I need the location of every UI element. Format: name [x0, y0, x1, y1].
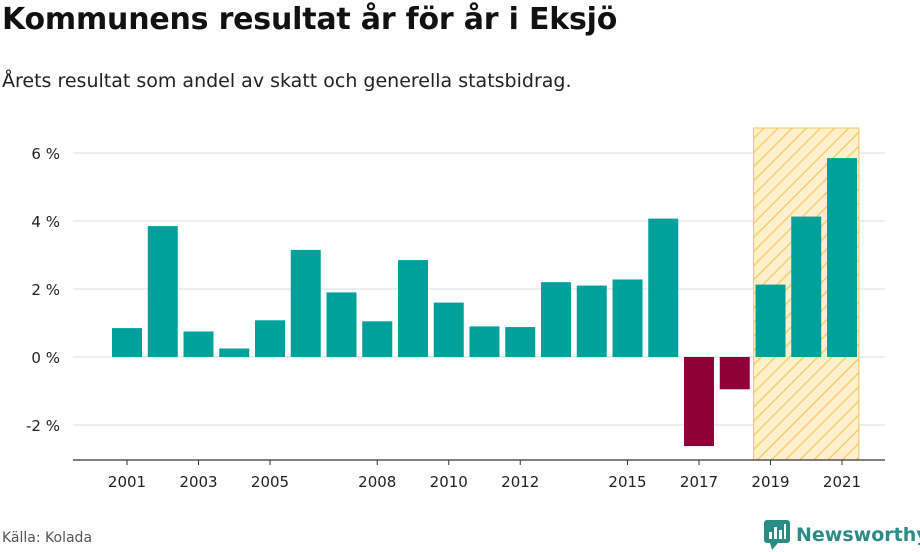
bar-2017 [684, 357, 714, 447]
bar-2012 [505, 327, 536, 357]
brand-name: Newsworthy [796, 524, 920, 546]
bar-2013 [541, 282, 571, 357]
bar-2009 [398, 260, 428, 357]
x-tick-label: 2008 [358, 473, 396, 491]
newsworthy-logo-icon [764, 520, 790, 550]
x-tick-label: 2003 [179, 473, 217, 491]
x-tick-label: 2010 [430, 473, 468, 491]
bar-2001 [112, 328, 142, 357]
bar-2002 [147, 226, 178, 357]
bar-2006 [290, 249, 321, 357]
bar-2019 [755, 284, 786, 357]
bar-2020 [791, 216, 822, 357]
bar-2014 [576, 285, 607, 357]
x-tick-label: 2019 [751, 473, 789, 491]
brand-logo: Newsworthy [764, 520, 920, 550]
bar-2003 [183, 331, 214, 357]
bar-2010 [433, 302, 464, 357]
bar-2018 [719, 357, 750, 390]
chart-title: Kommunens resultat år för år i Eksjö [2, 2, 618, 37]
y-tick-label: 6 % [31, 145, 60, 163]
x-tick-label: 2012 [501, 473, 539, 491]
y-tick-label: 4 % [31, 213, 60, 231]
bar-2005 [255, 320, 285, 357]
x-tick-label: 2017 [680, 473, 718, 491]
bar-2004 [219, 348, 250, 357]
bar-2008 [362, 321, 393, 357]
bar-2021 [827, 158, 857, 357]
axes: -2 % 0 % 2 % 4 % 6 % 2001 2003 2005 2008 2010 2012… [26, 145, 885, 491]
x-tick-label: 2015 [608, 473, 646, 491]
bar-2007 [326, 292, 357, 357]
source-note: Källa: Kolada [2, 530, 93, 546]
chart-subtitle: Årets resultat som andel av skatt och ge… [2, 70, 572, 92]
y-tick-label: 2 % [31, 281, 60, 299]
bar-2015 [612, 279, 643, 357]
y-tick-label: 0 % [31, 349, 60, 367]
bars [112, 158, 857, 447]
bar-2016 [648, 218, 679, 357]
bar-2011 [469, 326, 500, 357]
x-tick-label: 2021 [823, 473, 861, 491]
y-tick-label: -2 % [26, 417, 60, 435]
x-tick-label: 2001 [108, 473, 146, 491]
x-tick-label: 2005 [251, 473, 289, 491]
